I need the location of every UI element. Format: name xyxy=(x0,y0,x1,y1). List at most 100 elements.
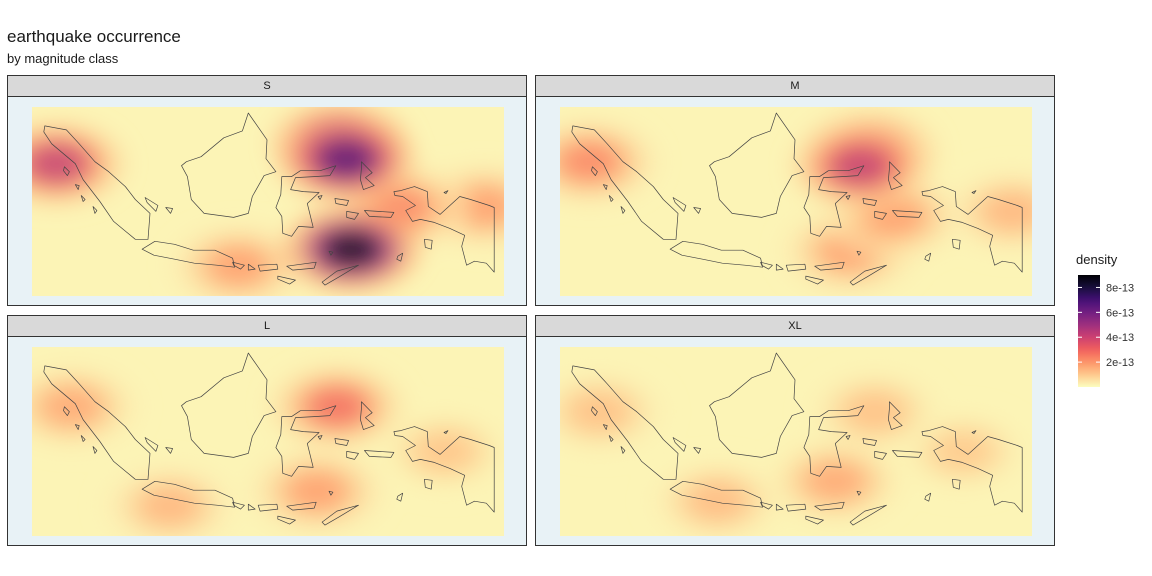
island-outline xyxy=(80,195,86,202)
facet-plot xyxy=(32,107,504,296)
island-outline xyxy=(709,112,805,218)
colorbar-tick-label: 4e-13 xyxy=(1106,332,1134,344)
island-outline xyxy=(805,275,824,285)
island-outline xyxy=(608,435,614,442)
facet-plot xyxy=(560,107,1032,296)
land-outline xyxy=(43,112,495,286)
island-outline xyxy=(693,447,701,454)
island-outline xyxy=(571,365,679,480)
island-outline xyxy=(286,261,317,271)
island-outline xyxy=(443,190,449,194)
island-outline xyxy=(443,430,449,434)
island-outline xyxy=(165,447,173,454)
island-outline xyxy=(971,430,977,434)
island-outline xyxy=(693,207,701,214)
density-legend: density 8e-13 6e-13 4e-13 2e-13 xyxy=(1076,252,1152,391)
legend-colorbar: 8e-13 6e-13 4e-13 2e-13 xyxy=(1078,275,1134,387)
island-outline xyxy=(334,198,349,206)
chart-subtitle: by magnitude class xyxy=(7,51,119,66)
island-outline xyxy=(275,405,337,477)
island-outline xyxy=(74,424,80,430)
island-outline xyxy=(364,450,395,458)
island-outline xyxy=(43,125,151,240)
island-outline xyxy=(856,490,862,496)
density-layer xyxy=(32,362,504,536)
island-outline xyxy=(360,161,375,190)
island-outline xyxy=(144,437,159,452)
island-outline xyxy=(80,435,86,442)
island-outline xyxy=(346,211,359,220)
island-outline xyxy=(620,206,626,214)
island-outline xyxy=(805,515,824,525)
facet-label: S xyxy=(263,80,271,92)
island-outline xyxy=(286,501,317,511)
facet-strip-s: S xyxy=(7,75,527,97)
island-outline xyxy=(602,184,608,190)
island-outline xyxy=(346,451,359,460)
island-outline xyxy=(275,165,337,237)
island-outline xyxy=(144,197,159,212)
island-outline xyxy=(862,198,877,206)
land-outline xyxy=(571,352,1023,526)
island-outline xyxy=(874,451,887,460)
island-outline xyxy=(672,197,687,212)
island-outline xyxy=(393,426,495,513)
island-outline xyxy=(277,275,296,285)
land-outline xyxy=(43,352,495,526)
island-outline xyxy=(952,478,961,490)
island-outline xyxy=(856,250,862,256)
colorbar-tick-label: 8e-13 xyxy=(1106,282,1134,294)
facet-strip-xl: XL xyxy=(535,315,1055,337)
island-outline xyxy=(803,405,865,477)
density-hotspot xyxy=(325,232,378,267)
island-outline xyxy=(232,501,245,510)
facet-strip-m: M xyxy=(535,75,1055,97)
island-outline xyxy=(971,190,977,194)
facet-panel-s xyxy=(7,96,527,306)
density-hotspot xyxy=(691,484,744,518)
facet-label: M xyxy=(790,80,800,92)
density-hotspot xyxy=(809,464,862,499)
island-outline xyxy=(181,112,277,218)
density-hotspot xyxy=(573,394,626,429)
island-outline xyxy=(669,480,763,508)
island-outline xyxy=(845,195,851,200)
island-outline xyxy=(43,365,151,480)
island-outline xyxy=(785,263,807,272)
island-outline xyxy=(181,352,277,458)
island-outline xyxy=(845,435,851,440)
island-outline xyxy=(321,504,359,526)
island-outline xyxy=(892,450,923,458)
island-outline xyxy=(165,207,173,214)
density-hotspot xyxy=(311,389,363,424)
density-hotspot xyxy=(143,489,196,523)
facet-label: XL xyxy=(788,320,802,332)
facet-panel-l xyxy=(7,336,527,546)
island-outline xyxy=(709,352,805,458)
island-outline xyxy=(803,165,865,237)
island-outline xyxy=(92,206,98,214)
land-outline xyxy=(571,112,1023,286)
island-outline xyxy=(396,492,404,502)
island-outline xyxy=(141,240,235,268)
island-outline xyxy=(849,504,887,526)
island-outline xyxy=(364,210,395,218)
density-hotspot xyxy=(458,189,504,224)
island-outline xyxy=(328,250,334,256)
island-outline xyxy=(571,125,679,240)
island-outline xyxy=(334,438,349,446)
colorbar-tick-label: 2e-13 xyxy=(1106,357,1134,369)
island-outline xyxy=(888,161,903,190)
density-hotspot xyxy=(32,146,83,181)
colorbar-gradient xyxy=(1078,275,1100,387)
density-hotspot xyxy=(291,474,343,509)
island-outline xyxy=(321,264,359,286)
island-outline xyxy=(672,437,687,452)
island-outline xyxy=(620,446,626,454)
island-outline xyxy=(247,263,256,271)
island-outline xyxy=(952,238,961,250)
island-outline xyxy=(924,252,932,262)
legend-title: density xyxy=(1076,252,1118,267)
island-outline xyxy=(591,406,598,416)
island-outline xyxy=(775,263,784,271)
